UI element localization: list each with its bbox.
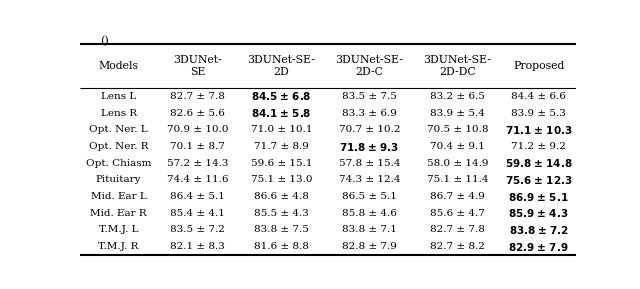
Text: 85.5 ± 4.3: 85.5 ± 4.3 [254, 209, 308, 218]
Text: 74.3 ± 12.4: 74.3 ± 12.4 [339, 175, 400, 184]
Text: Mid. Ear R: Mid. Ear R [90, 209, 147, 218]
Text: $\mathbf{59.8}$ $\mathbf{\pm}$ $\mathbf{14.8}$: $\mathbf{59.8}$ $\mathbf{\pm}$ $\mathbf{… [505, 157, 573, 169]
Text: 82.7 ± 8.2: 82.7 ± 8.2 [430, 242, 484, 251]
Text: 75.1 ± 11.4: 75.1 ± 11.4 [427, 175, 488, 184]
Text: $\mathbf{71.8}$ $\mathbf{\pm}$ $\mathbf{9.3}$: $\mathbf{71.8}$ $\mathbf{\pm}$ $\mathbf{… [339, 140, 399, 153]
Text: 70.5 ± 10.8: 70.5 ± 10.8 [427, 125, 488, 134]
Text: 86.7 ± 4.9: 86.7 ± 4.9 [430, 192, 484, 201]
Text: 85.4 ± 4.1: 85.4 ± 4.1 [170, 209, 225, 218]
Text: Opt. Chiasm: Opt. Chiasm [86, 159, 151, 168]
Text: $\mathbf{75.6}$ $\mathbf{\pm}$ $\mathbf{12.3}$: $\mathbf{75.6}$ $\mathbf{\pm}$ $\mathbf{… [505, 174, 573, 186]
Text: 83.2 ± 6.5: 83.2 ± 6.5 [430, 92, 484, 101]
Text: Proposed: Proposed [513, 61, 564, 71]
Text: 82.8 ± 7.9: 82.8 ± 7.9 [342, 242, 397, 251]
Text: 83.8 ± 7.1: 83.8 ± 7.1 [342, 225, 397, 234]
Text: 70.4 ± 9.1: 70.4 ± 9.1 [430, 142, 484, 151]
Text: T.M.J. L: T.M.J. L [99, 225, 138, 234]
Text: 71.7 ± 8.9: 71.7 ± 8.9 [254, 142, 308, 151]
Text: 83.8 ± 7.5: 83.8 ± 7.5 [254, 225, 308, 234]
Text: (): () [100, 36, 109, 46]
Text: 85.8 ± 4.6: 85.8 ± 4.6 [342, 209, 397, 218]
Text: $\mathbf{84.1}$ $\mathbf{\pm}$ $\mathbf{5.8}$: $\mathbf{84.1}$ $\mathbf{\pm}$ $\mathbf{… [251, 107, 312, 119]
Text: 84.4 ± 6.6: 84.4 ± 6.6 [511, 92, 566, 101]
Text: Opt. Ner. R: Opt. Ner. R [89, 142, 148, 151]
Text: 70.7 ± 10.2: 70.7 ± 10.2 [339, 125, 400, 134]
Text: 3DUNet-SE-
2D: 3DUNet-SE- 2D [248, 55, 316, 77]
Text: Opt. Ner. L: Opt. Ner. L [90, 125, 148, 134]
Text: $\mathbf{71.1}$ $\mathbf{\pm}$ $\mathbf{10.3}$: $\mathbf{71.1}$ $\mathbf{\pm}$ $\mathbf{… [505, 124, 573, 136]
Text: 82.7 ± 7.8: 82.7 ± 7.8 [430, 225, 484, 234]
Text: 57.2 ± 14.3: 57.2 ± 14.3 [166, 159, 228, 168]
Text: 81.6 ± 8.8: 81.6 ± 8.8 [254, 242, 308, 251]
Text: 85.6 ± 4.7: 85.6 ± 4.7 [430, 209, 484, 218]
Text: 82.1 ± 8.3: 82.1 ± 8.3 [170, 242, 225, 251]
Text: 83.5 ± 7.2: 83.5 ± 7.2 [170, 225, 225, 234]
Text: 83.5 ± 7.5: 83.5 ± 7.5 [342, 92, 397, 101]
Text: 75.1 ± 13.0: 75.1 ± 13.0 [251, 175, 312, 184]
Text: 83.9 ± 5.4: 83.9 ± 5.4 [430, 109, 484, 118]
Text: 59.6 ± 15.1: 59.6 ± 15.1 [251, 159, 312, 168]
Text: 70.9 ± 10.0: 70.9 ± 10.0 [166, 125, 228, 134]
Text: 86.6 ± 4.8: 86.6 ± 4.8 [254, 192, 308, 201]
Text: 86.4 ± 5.1: 86.4 ± 5.1 [170, 192, 225, 201]
Text: 57.8 ± 15.4: 57.8 ± 15.4 [339, 159, 400, 168]
Text: $\mathbf{86.9}$ $\mathbf{\pm}$ $\mathbf{5.1}$: $\mathbf{86.9}$ $\mathbf{\pm}$ $\mathbf{… [508, 190, 569, 203]
Text: Pituitary: Pituitary [96, 175, 141, 184]
Text: $\mathbf{85.9}$ $\mathbf{\pm}$ $\mathbf{4.3}$: $\mathbf{85.9}$ $\mathbf{\pm}$ $\mathbf{… [508, 207, 569, 219]
Text: 82.6 ± 5.6: 82.6 ± 5.6 [170, 109, 225, 118]
Text: 86.5 ± 5.1: 86.5 ± 5.1 [342, 192, 397, 201]
Text: T.M.J. R: T.M.J. R [99, 242, 139, 251]
Text: 83.9 ± 5.3: 83.9 ± 5.3 [511, 109, 566, 118]
Text: 71.0 ± 10.1: 71.0 ± 10.1 [251, 125, 312, 134]
Text: 74.4 ± 11.6: 74.4 ± 11.6 [166, 175, 228, 184]
Text: 58.0 ± 14.9: 58.0 ± 14.9 [427, 159, 488, 168]
Text: 71.2 ± 9.2: 71.2 ± 9.2 [511, 142, 566, 151]
Text: 3DUNet-SE-
2D-C: 3DUNet-SE- 2D-C [335, 55, 403, 77]
Text: Mid. Ear L: Mid. Ear L [91, 192, 147, 201]
Text: 83.3 ± 6.9: 83.3 ± 6.9 [342, 109, 397, 118]
Text: 3DUNet-SE-
2D-DC: 3DUNet-SE- 2D-DC [424, 55, 492, 77]
Text: 70.1 ± 8.7: 70.1 ± 8.7 [170, 142, 225, 151]
Text: Lens L: Lens L [101, 92, 136, 101]
Text: 82.7 ± 7.8: 82.7 ± 7.8 [170, 92, 225, 101]
Text: Models: Models [99, 61, 139, 71]
Text: $\mathbf{82.9}$ $\mathbf{\pm}$ $\mathbf{7.9}$: $\mathbf{82.9}$ $\mathbf{\pm}$ $\mathbf{… [508, 241, 569, 253]
Text: $\mathbf{84.5}$ $\mathbf{\pm}$ $\mathbf{6.8}$: $\mathbf{84.5}$ $\mathbf{\pm}$ $\mathbf{… [251, 90, 312, 102]
Text: $\mathbf{83.8}$ $\mathbf{\pm}$ $\mathbf{7.2}$: $\mathbf{83.8}$ $\mathbf{\pm}$ $\mathbf{… [509, 224, 568, 236]
Text: 3DUNet-
SE: 3DUNet- SE [173, 55, 221, 77]
Text: Lens R: Lens R [100, 109, 137, 118]
